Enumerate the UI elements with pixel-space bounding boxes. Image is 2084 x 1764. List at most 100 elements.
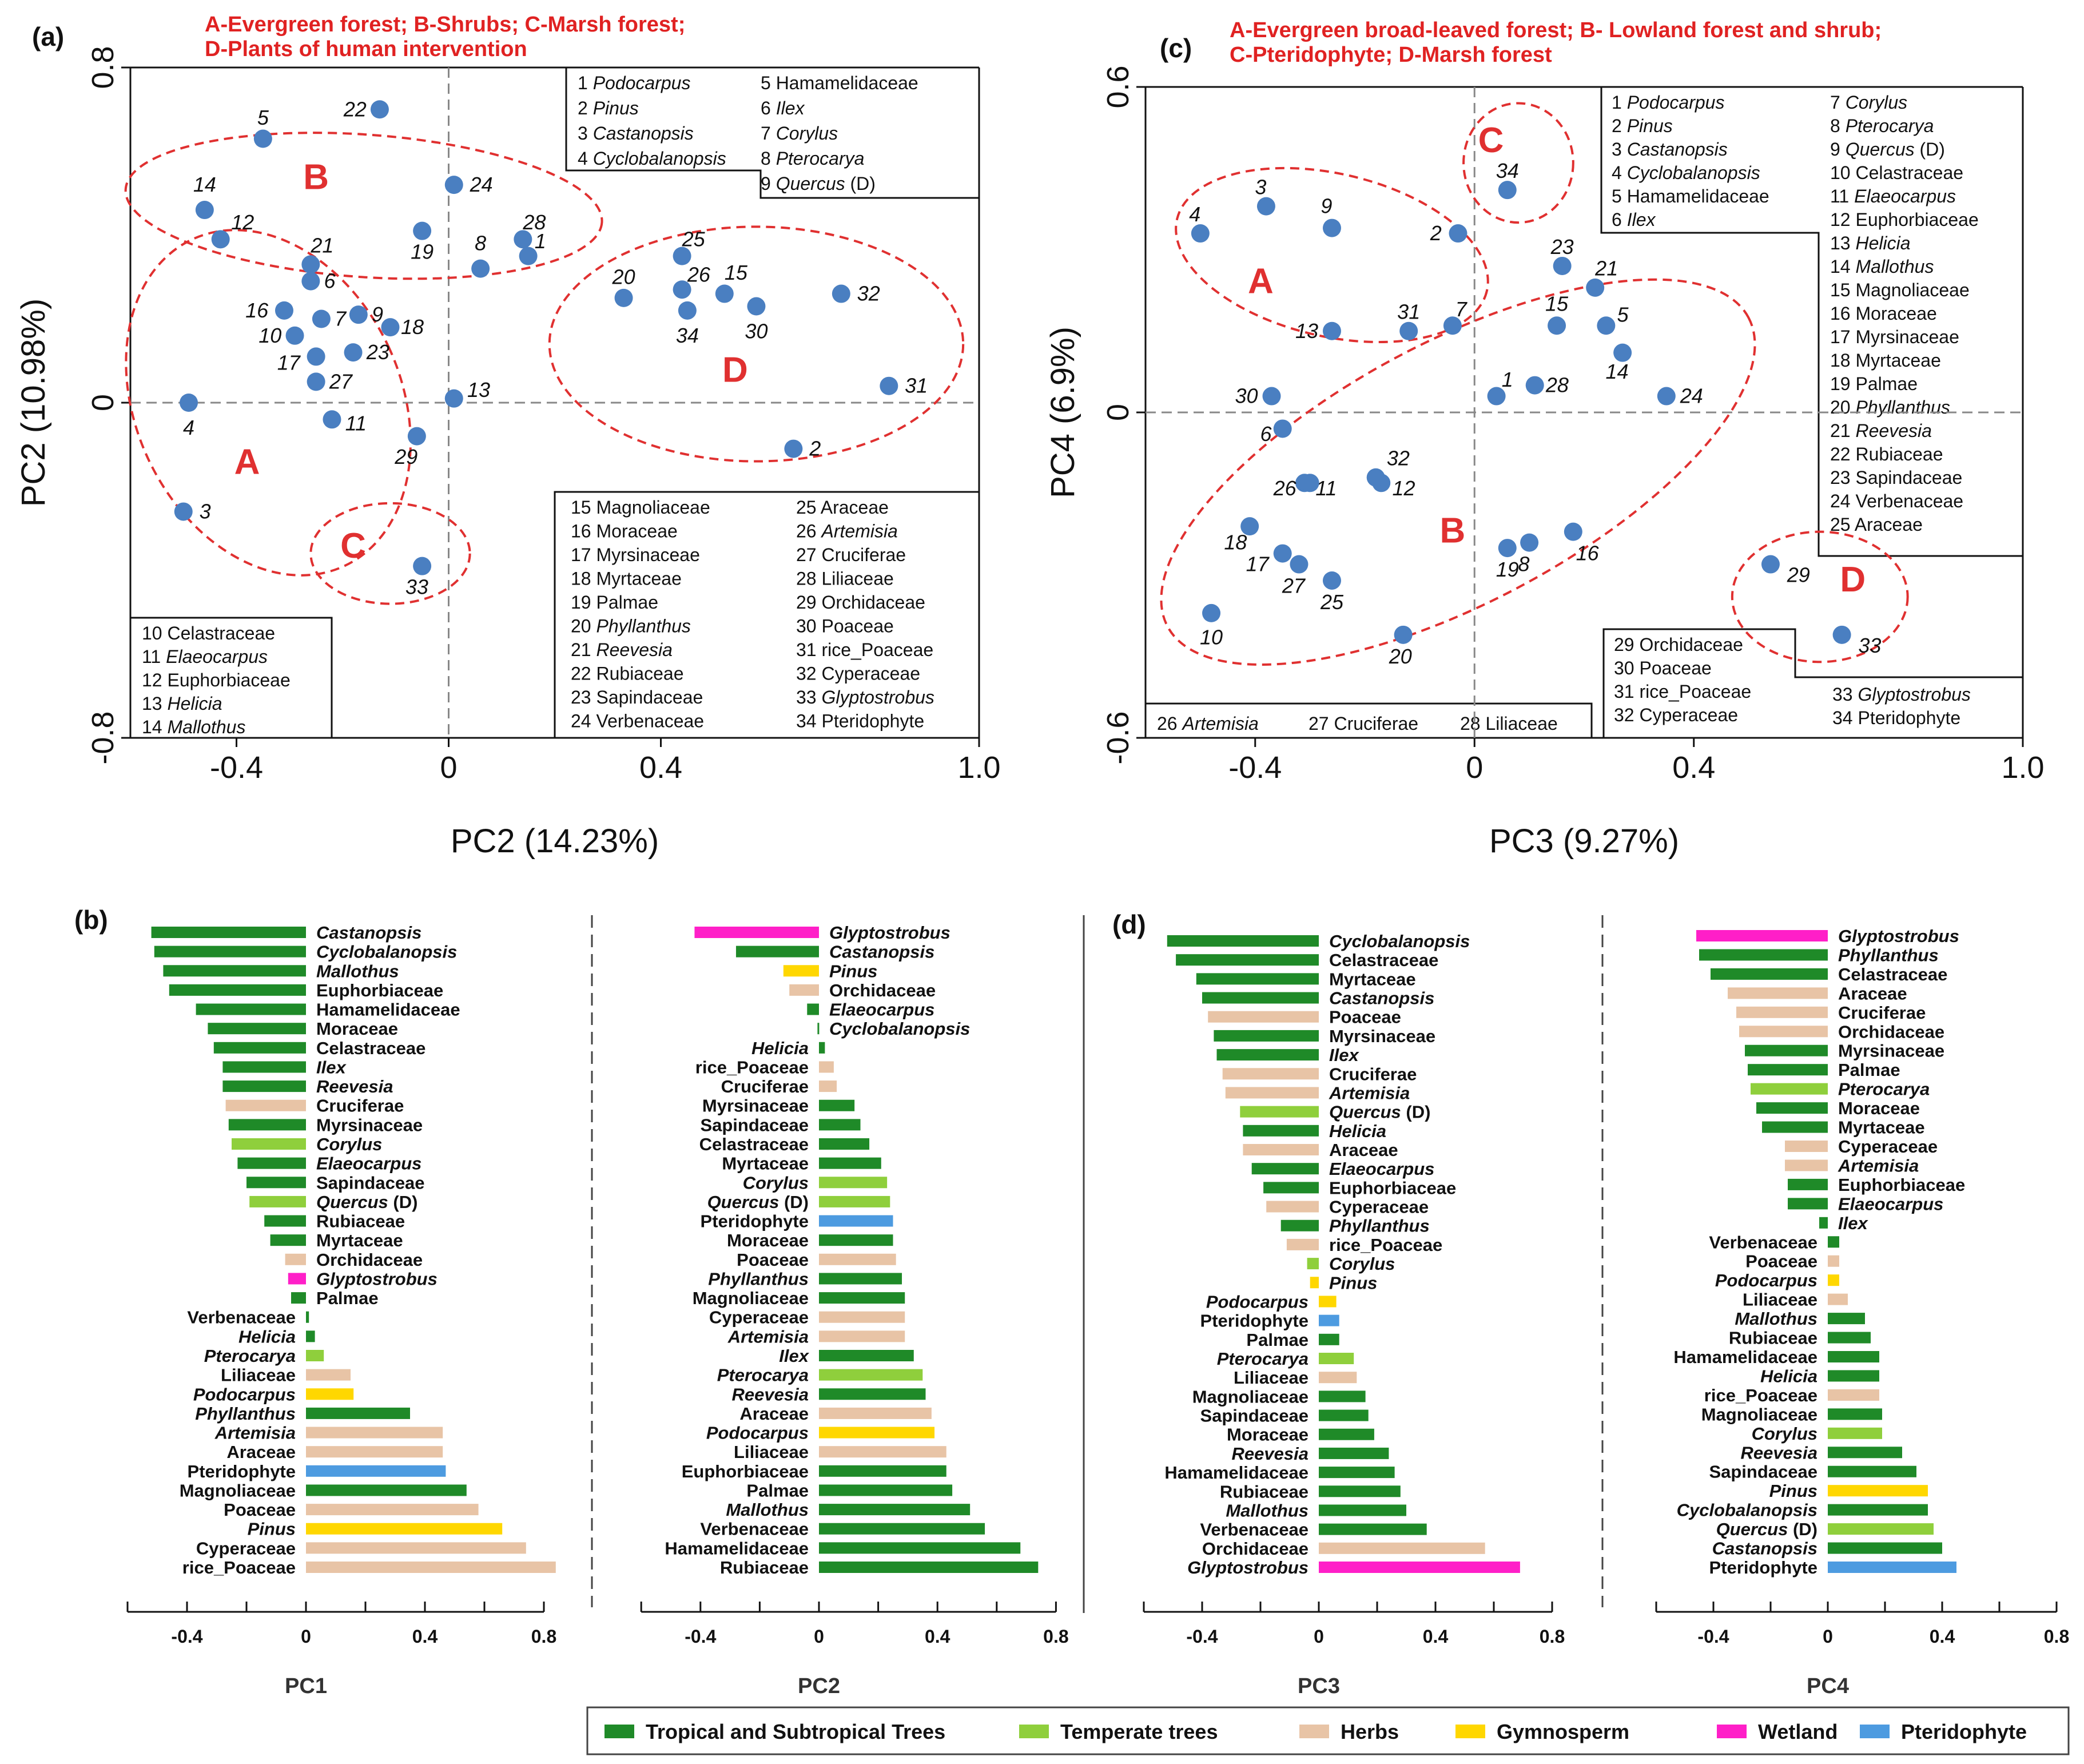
scatter-panel-a: (a) A-Evergreen forest; B-Shrubs; C-Marsh… <box>15 13 1001 860</box>
legend-entry-number: 14 <box>1830 256 1855 277</box>
bar-label-name: Pteridophyte <box>1200 1311 1309 1331</box>
bar <box>1788 1198 1828 1210</box>
legend-entry-name: Celastraceae <box>167 623 275 643</box>
bar-label: Helicia <box>751 1038 809 1058</box>
bar-label-name: Rubiaceae <box>1729 1328 1817 1348</box>
point-label: 11 <box>345 412 367 435</box>
legend-entry-name: Glyptostrobus <box>1858 684 1970 705</box>
legend-entry-number: 17 <box>571 545 596 565</box>
x-axis-label: PC3 (9.27%) <box>1489 823 1679 860</box>
bar-label: Cyclobalanopsis <box>1677 1500 1817 1520</box>
bar-label: Hamamelidaceae <box>1673 1347 1817 1367</box>
bar-label-name: Podocarpus <box>706 1423 809 1443</box>
point-label: 18 <box>401 315 424 339</box>
bar-label-name: Liliaceae <box>1743 1290 1817 1310</box>
bar-label: Palmae <box>1838 1060 1900 1080</box>
bar-label-name: Hamamelidaceae <box>1164 1463 1309 1483</box>
bar <box>306 1311 309 1323</box>
bar-label: Cyperaceae <box>709 1308 809 1328</box>
bar-label: Sapindaceae <box>700 1115 809 1135</box>
bar-label-name: Pinus <box>1329 1273 1377 1293</box>
legend-entry: 10 Celastraceae <box>142 623 275 643</box>
point-label: 13 <box>1295 319 1318 343</box>
bar <box>1319 1542 1485 1554</box>
bar <box>222 1061 306 1073</box>
bar-label: Pteridophyte <box>701 1211 809 1231</box>
bar <box>1828 1351 1879 1362</box>
legend-entry-number: 15 <box>571 497 596 518</box>
legend-entry: 6 Ilex <box>1612 209 1656 230</box>
bar <box>1751 1083 1828 1095</box>
bar-label: Poaceae <box>1329 1007 1401 1027</box>
bar-label: Cruciferae <box>316 1096 404 1116</box>
bar-label-name: Pinus <box>1769 1481 1817 1501</box>
x-axis-label: PC4 <box>1807 1674 1849 1698</box>
legend-entry-name: Myrsinaceae <box>1855 327 1959 347</box>
bar <box>819 1080 837 1092</box>
legend-entry: 23 Sapindaceae <box>571 687 703 708</box>
legend-entry-number: 34 <box>796 711 821 732</box>
legend-entry-number: 28 <box>796 569 821 589</box>
point-label: 24 <box>1680 384 1703 408</box>
bar-label-name: Pterocarya <box>1838 1079 1930 1099</box>
legend-label: Gymnosperm <box>1497 1720 1629 1743</box>
legend-entry: 34 Pteridophyte <box>796 711 924 732</box>
bar-label: Araceae <box>1838 983 1907 1003</box>
point-label: 16 <box>245 299 269 322</box>
bar-label-name: Cruciferae <box>316 1096 404 1116</box>
legend-entry: 32 Cyperaceae <box>1614 705 1738 725</box>
bar-label-name: Poaceae <box>1745 1252 1817 1272</box>
panel-title-line2: D-Plants of human intervention <box>205 37 527 61</box>
legend-entry-name: Mallothus <box>1855 256 1934 277</box>
panel-label: (c) <box>1160 33 1192 63</box>
legend-entry: 4 Cyclobalanopsis <box>578 148 726 169</box>
legend-entry: 29 Orchidaceae <box>1614 634 1743 655</box>
bar <box>306 1427 443 1439</box>
bar-label-name: Artemisia <box>214 1423 296 1443</box>
bar-label-name: Helicia <box>1329 1121 1386 1141</box>
bar-label-name: Rubiaceae <box>1220 1481 1309 1501</box>
x-axis-label: PC1 <box>285 1674 327 1698</box>
data-point <box>614 288 633 307</box>
legend-entry-name: Pteridophyte <box>821 711 924 732</box>
bar-label-name: Glyptostrobus <box>1187 1558 1309 1578</box>
bar-label: Quercus (D) <box>316 1192 417 1212</box>
bar-label-name: Verbenaceae <box>187 1308 296 1328</box>
legend-entry-number: 19 <box>571 592 596 613</box>
bar-label: Poaceae <box>737 1250 809 1270</box>
legend-entry-suffix: (D) <box>845 173 876 194</box>
group-label: A <box>1248 261 1274 301</box>
bar-label: Cyclobalanopsis <box>1329 931 1470 951</box>
bar-label: Verbenaceae <box>1200 1520 1309 1540</box>
bar-label: Mallothus <box>1226 1500 1309 1520</box>
bar-label-name: Corylus <box>1752 1424 1817 1444</box>
bar <box>819 1484 953 1496</box>
legend-entry: 14 Mallothus <box>142 717 245 737</box>
bar-label: Cruciferae <box>721 1076 809 1096</box>
bar-label-name: Orchidaceae <box>1838 1022 1944 1042</box>
bar <box>1828 1485 1928 1497</box>
group-label: D <box>722 350 748 390</box>
bar-label: Verbenaceae <box>700 1519 809 1539</box>
legend-entry-name: rice_Poaceae <box>1639 681 1751 702</box>
point-label: 30 <box>1235 384 1258 408</box>
bar <box>819 1369 923 1381</box>
legend-entry-number: 9 <box>761 173 776 194</box>
x-tick-label: 0.4 <box>1423 1626 1449 1647</box>
bar-label-name: Phyllanthus <box>195 1404 296 1424</box>
legend-entry: 31 rice_Poaceae <box>1614 681 1751 702</box>
bar-label: Pterocarya <box>717 1365 809 1385</box>
bar <box>1828 1370 1879 1382</box>
legend-entry: 5 Hamamelidaceae <box>761 73 918 93</box>
bar <box>1319 1353 1354 1364</box>
point-label: 29 <box>394 445 417 468</box>
bar-label: Elaeocarpus <box>829 1000 934 1020</box>
bar-label-name: Ilex <box>1329 1045 1359 1065</box>
legend-entry-number: 19 <box>1830 374 1855 394</box>
bar-label-name: Elaeocarpus <box>829 1000 934 1020</box>
point-label: 24 <box>470 173 493 196</box>
bar-label-name: Araceae <box>226 1442 296 1462</box>
legend-entry-number: 15 <box>1830 280 1855 300</box>
bar-label: Cyperaceae <box>196 1538 296 1558</box>
bar <box>246 1177 306 1189</box>
